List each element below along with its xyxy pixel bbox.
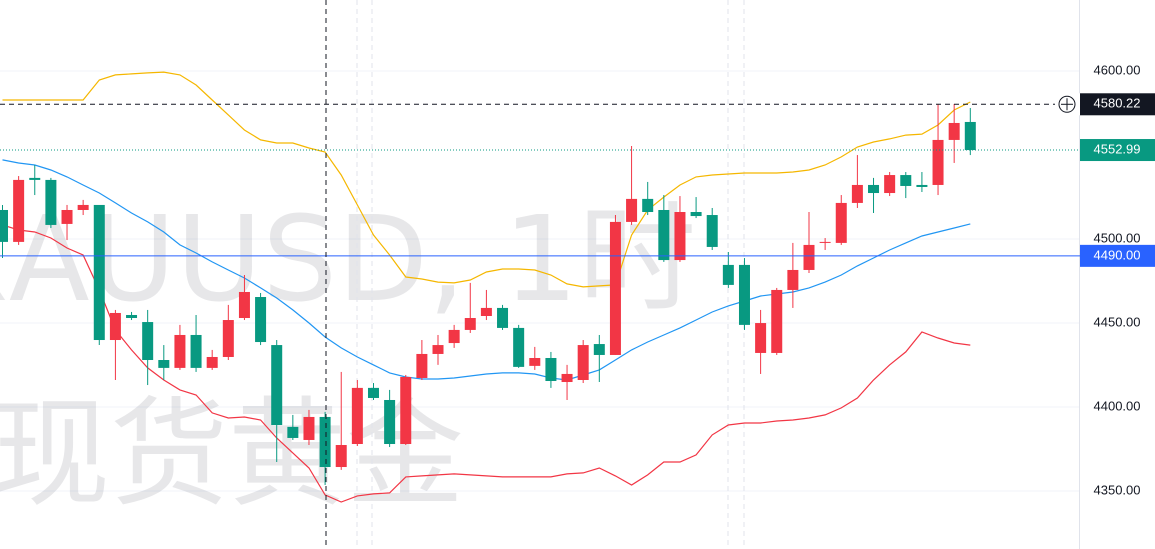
candle-body <box>335 445 347 468</box>
indicator-line <box>2 224 971 503</box>
candle-body <box>464 318 476 330</box>
crosshair-icon <box>1058 95 1076 113</box>
candle-body <box>400 376 412 445</box>
candle-body <box>29 177 41 180</box>
candle-body <box>206 356 218 368</box>
candle-body <box>255 297 267 343</box>
candle-body <box>367 387 379 398</box>
candle-body <box>61 209 73 224</box>
candle-body <box>771 289 783 353</box>
candle-body <box>45 179 57 225</box>
candle-body <box>497 307 509 328</box>
candle-body <box>271 345 283 426</box>
y-tick-label: 4400.00 <box>1094 398 1141 413</box>
candle-body <box>561 373 573 383</box>
candle-body <box>948 122 960 140</box>
candle-body <box>142 322 154 361</box>
candle-body <box>577 345 589 380</box>
candle-body <box>706 215 718 247</box>
price-label: 4552.99 <box>1094 141 1141 156</box>
candle-body <box>593 344 605 355</box>
candle-body <box>287 426 299 438</box>
candle-body <box>868 184 880 194</box>
candle-body <box>835 202 847 243</box>
candle-body <box>626 198 638 222</box>
candle-body <box>126 314 138 319</box>
candle-body <box>158 360 170 368</box>
candle-body <box>513 327 525 367</box>
price-label: 4580.22 <box>1094 96 1141 111</box>
candle-body <box>303 416 315 440</box>
candle-body <box>642 198 654 213</box>
candle-body <box>448 329 460 344</box>
candle-body <box>674 212 686 261</box>
candle-body <box>819 241 831 243</box>
indicator-line <box>2 71 971 288</box>
price-label-box <box>1080 139 1155 162</box>
candle-body <box>432 345 444 354</box>
candle-body <box>755 323 767 353</box>
y-tick-label: 4350.00 <box>1094 482 1141 497</box>
price-label-box <box>1080 244 1155 267</box>
candle-body <box>722 264 734 285</box>
candle-body <box>190 334 202 368</box>
candle-body <box>0 209 8 242</box>
y-tick-label: 4450.00 <box>1094 314 1141 329</box>
candle-body <box>658 209 670 261</box>
candle-body <box>222 320 234 357</box>
candle-body <box>900 175 912 186</box>
price-label-box <box>1080 93 1155 116</box>
candle-body <box>93 204 105 341</box>
candle-body <box>545 357 557 382</box>
candle-body <box>529 357 541 366</box>
watermark-symbol: XAUUSD, 1时 <box>0 190 696 328</box>
candle-body <box>932 139 944 185</box>
candle-body <box>803 244 815 270</box>
candle-body <box>690 212 702 217</box>
y-tick-label: 4500.00 <box>1094 230 1141 245</box>
candle-body <box>238 291 250 319</box>
candle-body <box>964 121 976 151</box>
candle-body <box>416 353 428 378</box>
candle-body <box>109 312 121 341</box>
indicator-line <box>2 159 971 381</box>
candle-body <box>787 269 799 290</box>
price-label: 4490.00 <box>1094 247 1141 262</box>
candle-body <box>384 399 396 445</box>
candle-body <box>738 264 750 325</box>
candle-body <box>884 175 896 194</box>
candle-body <box>851 184 863 203</box>
candle-body <box>609 221 621 355</box>
candle-body <box>351 387 363 445</box>
candle-body <box>480 307 492 316</box>
y-tick-label: 4600.00 <box>1094 62 1141 77</box>
candle-body <box>916 184 928 187</box>
candle-body <box>319 416 331 468</box>
candle-body <box>174 334 186 368</box>
candle-body <box>77 204 89 210</box>
candle-body <box>13 179 25 242</box>
